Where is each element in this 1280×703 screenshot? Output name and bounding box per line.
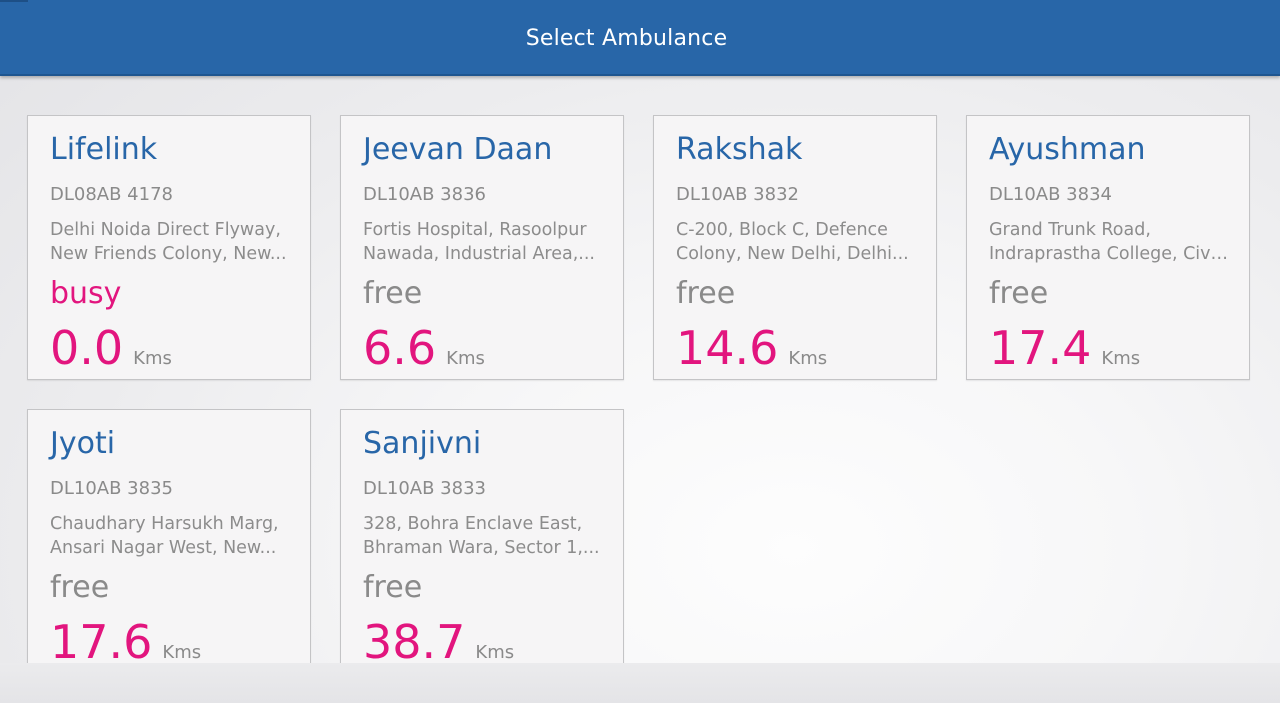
ambulance-name: Lifelink (50, 132, 158, 167)
ambulance-name: Sanjivni (363, 426, 482, 461)
distance: 14.6 Kms (676, 321, 827, 375)
app-bar-notch (0, 0, 28, 2)
ambulance-card-jyoti[interactable]: Jyoti DL10AB 3835 Chaudhary Harsukh Marg… (27, 409, 311, 663)
status-badge: free (363, 276, 423, 311)
ambulance-name: Rakshak (676, 132, 803, 167)
ambulance-registration: DL10AB 3833 (363, 478, 486, 499)
ambulance-grid[interactable]: Lifelink DL08AB 4178 Delhi Noida Direct … (0, 76, 1280, 663)
ambulance-name: Jeevan Daan (363, 132, 553, 167)
ambulance-registration: DL10AB 3835 (50, 478, 173, 499)
distance: 0.0 Kms (50, 321, 172, 375)
ambulance-card-ayushman[interactable]: Ayushman DL10AB 3834 Grand Trunk Road, I… (966, 115, 1250, 380)
ambulance-address: Grand Trunk Road, Indraprastha College, … (989, 218, 1229, 266)
navigation-bar-area (0, 663, 1280, 703)
ambulance-registration: DL10AB 3834 (989, 184, 1112, 205)
distance-value: 38.7 (363, 615, 466, 663)
status-badge: free (50, 570, 110, 605)
status-badge: free (676, 276, 736, 311)
address-line-2: Colony, New Delhi, Delhi... (676, 244, 909, 264)
distance-unit: Kms (162, 642, 202, 663)
ambulance-card-sanjivni[interactable]: Sanjivni DL10AB 3833 328, Bohra Enclave … (340, 409, 624, 663)
ambulance-address: Delhi Noida Direct Flyway, New Friends C… (50, 218, 290, 266)
distance-value: 17.4 (989, 321, 1092, 375)
distance-value: 6.6 (363, 321, 437, 375)
distance: 17.4 Kms (989, 321, 1140, 375)
distance-unit: Kms (133, 348, 172, 369)
ambulance-registration: DL10AB 3836 (363, 184, 486, 205)
ambulance-card-lifelink[interactable]: Lifelink DL08AB 4178 Delhi Noida Direct … (27, 115, 311, 380)
status-badge: free (363, 570, 423, 605)
ambulance-name: Jyoti (50, 426, 116, 461)
address-line-1: Fortis Hospital, Rasoolpur (363, 220, 587, 240)
address-line-1: Delhi Noida Direct Flyway, (50, 220, 281, 240)
status-badge: busy (50, 276, 122, 311)
address-line-1: C-200, Block C, Defence (676, 220, 888, 240)
distance-value: 17.6 (50, 615, 153, 663)
distance-value: 0.0 (50, 321, 124, 375)
app-bar: Select Ambulance (0, 0, 1280, 76)
address-line-2: Indraprastha College, Civi... (989, 244, 1229, 264)
ambulance-registration: DL10AB 3832 (676, 184, 799, 205)
ambulance-name: Ayushman (989, 132, 1146, 167)
ambulance-address: Chaudhary Harsukh Marg, Ansari Nagar Wes… (50, 512, 290, 560)
address-line-2: Ansari Nagar West, New... (50, 538, 277, 558)
address-line-1: Chaudhary Harsukh Marg, (50, 514, 279, 534)
page-title: Select Ambulance (525, 26, 728, 51)
ambulance-registration: DL08AB 4178 (50, 184, 173, 205)
distance-unit: Kms (1101, 348, 1141, 369)
address-line-1: Grand Trunk Road, (989, 220, 1151, 240)
address-line-2: Bhraman Wara, Sector 1,... (363, 538, 600, 558)
ambulance-address: 328, Bohra Enclave East, Bhraman Wara, S… (363, 512, 603, 560)
distance-value: 14.6 (676, 321, 779, 375)
distance: 38.7 Kms (363, 615, 514, 663)
address-line-2: New Friends Colony, New... (50, 244, 287, 264)
distance-unit: Kms (788, 348, 828, 369)
distance-unit: Kms (475, 642, 515, 663)
distance: 17.6 Kms (50, 615, 201, 663)
ambulance-card-rakshak[interactable]: Rakshak DL10AB 3832 C-200, Block C, Defe… (653, 115, 937, 380)
address-line-2: Nawada, Industrial Area,... (363, 244, 595, 264)
ambulance-card-jeevan-daan[interactable]: Jeevan Daan DL10AB 3836 Fortis Hospital,… (340, 115, 624, 380)
ambulance-address: Fortis Hospital, Rasoolpur Nawada, Indus… (363, 218, 603, 266)
ambulance-address: C-200, Block C, Defence Colony, New Delh… (676, 218, 916, 266)
status-badge: free (989, 276, 1049, 311)
distance-unit: Kms (446, 348, 485, 369)
address-line-1: 328, Bohra Enclave East, (363, 514, 583, 534)
distance: 6.6 Kms (363, 321, 485, 375)
